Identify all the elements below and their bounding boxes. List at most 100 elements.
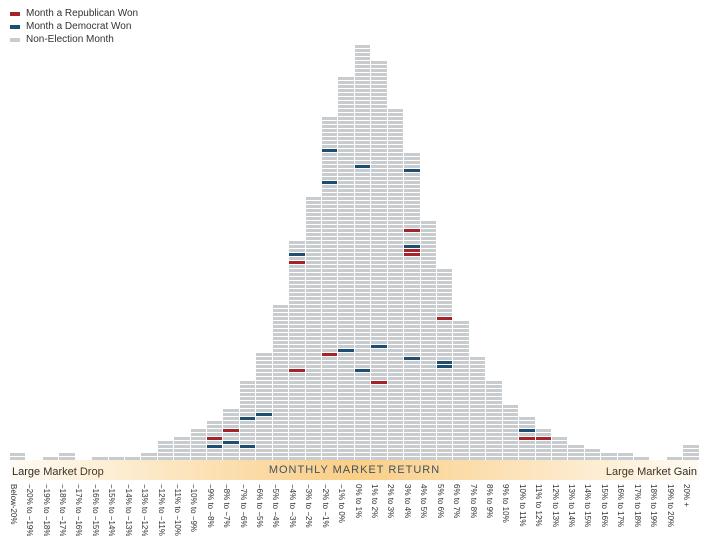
histogram-brick bbox=[355, 369, 370, 372]
histogram-brick bbox=[388, 369, 403, 372]
histogram-brick bbox=[338, 185, 353, 188]
histogram-brick bbox=[355, 101, 370, 104]
histogram-brick bbox=[289, 341, 304, 344]
x-axis-tick-label: −3% to −2% bbox=[304, 484, 313, 528]
histogram-brick bbox=[437, 397, 452, 400]
histogram-brick bbox=[503, 409, 518, 412]
histogram-brick bbox=[289, 357, 304, 360]
histogram-brick bbox=[355, 301, 370, 304]
histogram-brick bbox=[322, 369, 337, 372]
histogram-brick bbox=[371, 413, 386, 416]
histogram-brick bbox=[322, 285, 337, 288]
histogram-brick bbox=[552, 449, 567, 452]
histogram-brick bbox=[289, 265, 304, 268]
histogram-brick bbox=[355, 105, 370, 108]
histogram-brick bbox=[503, 437, 518, 440]
histogram-brick bbox=[404, 269, 419, 272]
histogram-brick bbox=[191, 429, 206, 432]
histogram-brick bbox=[338, 373, 353, 376]
x-axis-tick: 6% to 7% bbox=[453, 482, 468, 534]
histogram-brick bbox=[371, 73, 386, 76]
histogram-brick bbox=[421, 313, 436, 316]
histogram-brick bbox=[503, 413, 518, 416]
histogram-brick bbox=[404, 373, 419, 376]
x-axis-tick: −20% to −19% bbox=[26, 482, 41, 534]
histogram-brick bbox=[404, 185, 419, 188]
histogram-bin bbox=[519, 416, 534, 460]
histogram-brick bbox=[453, 357, 468, 360]
histogram-brick bbox=[404, 305, 419, 308]
histogram-brick bbox=[404, 301, 419, 304]
histogram-brick bbox=[437, 341, 452, 344]
histogram-brick bbox=[421, 265, 436, 268]
histogram-brick bbox=[322, 321, 337, 324]
histogram-brick bbox=[519, 441, 534, 444]
histogram-brick bbox=[191, 441, 206, 444]
histogram-brick bbox=[388, 277, 403, 280]
histogram-brick bbox=[437, 317, 452, 320]
histogram-brick bbox=[371, 393, 386, 396]
histogram-brick bbox=[421, 401, 436, 404]
histogram-brick bbox=[355, 257, 370, 260]
histogram-brick bbox=[421, 261, 436, 264]
histogram-brick bbox=[306, 409, 321, 412]
histogram-brick bbox=[388, 249, 403, 252]
histogram-brick bbox=[503, 433, 518, 436]
histogram-bin bbox=[191, 428, 206, 460]
histogram-brick bbox=[371, 353, 386, 356]
histogram-brick bbox=[453, 421, 468, 424]
histogram-bin bbox=[404, 152, 419, 460]
histogram-brick bbox=[388, 317, 403, 320]
histogram-brick bbox=[404, 229, 419, 232]
histogram-brick bbox=[289, 421, 304, 424]
histogram-brick bbox=[371, 121, 386, 124]
histogram-brick bbox=[371, 345, 386, 348]
histogram-brick bbox=[519, 433, 534, 436]
histogram-brick bbox=[322, 413, 337, 416]
histogram-brick bbox=[338, 313, 353, 316]
histogram-brick bbox=[322, 129, 337, 132]
histogram-brick bbox=[338, 169, 353, 172]
histogram-brick bbox=[371, 373, 386, 376]
histogram-brick bbox=[273, 445, 288, 448]
histogram-brick bbox=[404, 393, 419, 396]
histogram-brick bbox=[273, 373, 288, 376]
histogram-brick bbox=[437, 373, 452, 376]
histogram-brick bbox=[355, 185, 370, 188]
histogram-brick bbox=[536, 449, 551, 452]
x-axis-tick: Below-20% bbox=[10, 482, 25, 534]
histogram-brick bbox=[322, 365, 337, 368]
histogram-brick bbox=[322, 437, 337, 440]
histogram-brick bbox=[421, 221, 436, 224]
histogram-brick bbox=[273, 381, 288, 384]
histogram-brick bbox=[470, 425, 485, 428]
histogram-brick bbox=[322, 145, 337, 148]
histogram-brick bbox=[437, 361, 452, 364]
histogram-brick bbox=[355, 117, 370, 120]
histogram-brick bbox=[322, 133, 337, 136]
histogram-brick bbox=[371, 209, 386, 212]
histogram-brick bbox=[371, 381, 386, 384]
histogram-brick bbox=[470, 357, 485, 360]
x-axis-tick: 7% to 8% bbox=[470, 482, 485, 534]
histogram-brick bbox=[322, 349, 337, 352]
histogram-brick bbox=[322, 313, 337, 316]
histogram-brick bbox=[355, 413, 370, 416]
histogram-brick bbox=[404, 429, 419, 432]
histogram-brick bbox=[437, 333, 452, 336]
histogram-brick bbox=[338, 361, 353, 364]
histogram-bin bbox=[568, 444, 583, 460]
histogram-brick bbox=[338, 197, 353, 200]
histogram-brick bbox=[421, 417, 436, 420]
histogram-brick bbox=[322, 269, 337, 272]
histogram-brick bbox=[322, 197, 337, 200]
histogram-brick bbox=[355, 45, 370, 48]
histogram-brick bbox=[322, 169, 337, 172]
histogram-brick bbox=[388, 349, 403, 352]
histogram-brick bbox=[404, 265, 419, 268]
histogram-brick bbox=[486, 401, 501, 404]
histogram-brick bbox=[273, 349, 288, 352]
histogram-brick bbox=[388, 325, 403, 328]
histogram-brick bbox=[371, 389, 386, 392]
histogram-brick bbox=[306, 325, 321, 328]
